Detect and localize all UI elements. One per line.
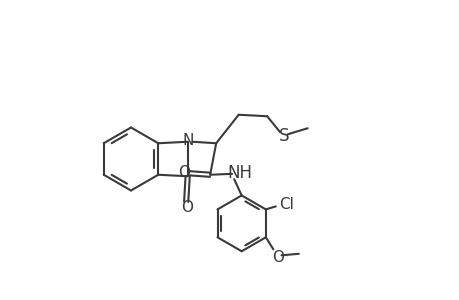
Text: S: S bbox=[279, 127, 289, 145]
Text: O: O bbox=[272, 250, 284, 265]
Text: NH: NH bbox=[227, 164, 252, 182]
Text: O: O bbox=[180, 200, 192, 215]
Text: Cl: Cl bbox=[278, 197, 293, 212]
Text: N: N bbox=[183, 133, 194, 148]
Text: O: O bbox=[177, 165, 190, 180]
